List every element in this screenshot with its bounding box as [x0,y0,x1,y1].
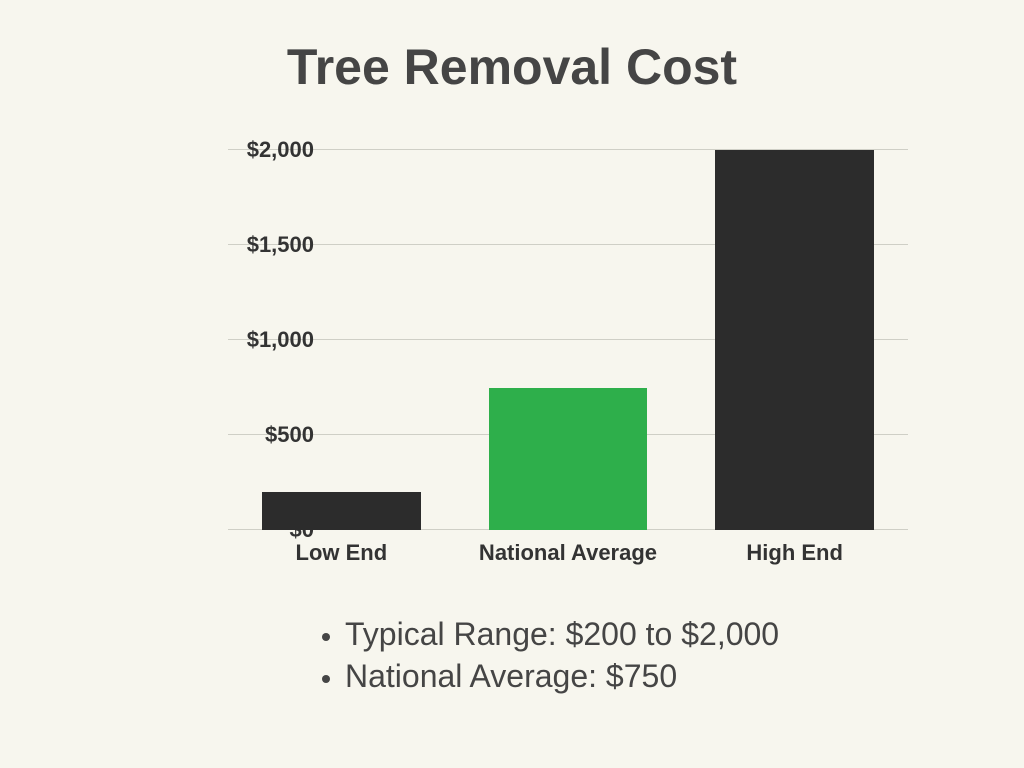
y-tick-label: $1,000 [247,327,314,353]
summary-item: Typical Range: $200 to $2,000 [345,614,779,656]
bar-chart: $0 $500 $1,000 $1,500 $2,000 Low End Nat… [120,130,910,560]
bar-high-end: High End [715,150,874,530]
y-tick-label: $2,000 [247,137,314,163]
summary-list: Typical Range: $200 to $2,000 National A… [345,614,779,697]
chart-title: Tree Removal Cost [0,38,1024,96]
y-tick-label: $1,500 [247,232,314,258]
x-tick-label: National Average [479,540,657,566]
summary: Typical Range: $200 to $2,000 National A… [0,614,1024,697]
x-tick-label: Low End [296,540,388,566]
bar-low-end: Low End [262,492,421,530]
bar-national-average: National Average [489,388,648,531]
plot-area: $0 $500 $1,000 $1,500 $2,000 Low End Nat… [228,150,908,530]
y-tick-label: $500 [265,422,314,448]
summary-item: National Average: $750 [345,656,779,698]
x-tick-label: High End [746,540,843,566]
